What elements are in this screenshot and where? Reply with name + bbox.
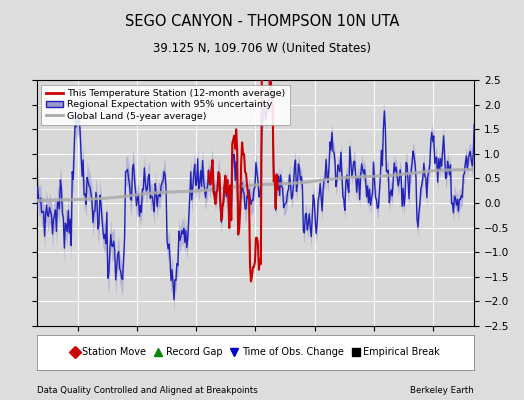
Legend: This Temperature Station (12-month average), Regional Expectation with 95% uncer: This Temperature Station (12-month avera… <box>41 85 290 125</box>
Text: 39.125 N, 109.706 W (United States): 39.125 N, 109.706 W (United States) <box>153 42 371 55</box>
Text: Berkeley Earth: Berkeley Earth <box>410 386 474 395</box>
Text: Data Quality Controlled and Aligned at Breakpoints: Data Quality Controlled and Aligned at B… <box>37 386 257 395</box>
Legend: Station Move, Record Gap, Time of Obs. Change, Empirical Break: Station Move, Record Gap, Time of Obs. C… <box>68 344 443 360</box>
Text: SEGO CANYON - THOMPSON 10N UTA: SEGO CANYON - THOMPSON 10N UTA <box>125 14 399 29</box>
